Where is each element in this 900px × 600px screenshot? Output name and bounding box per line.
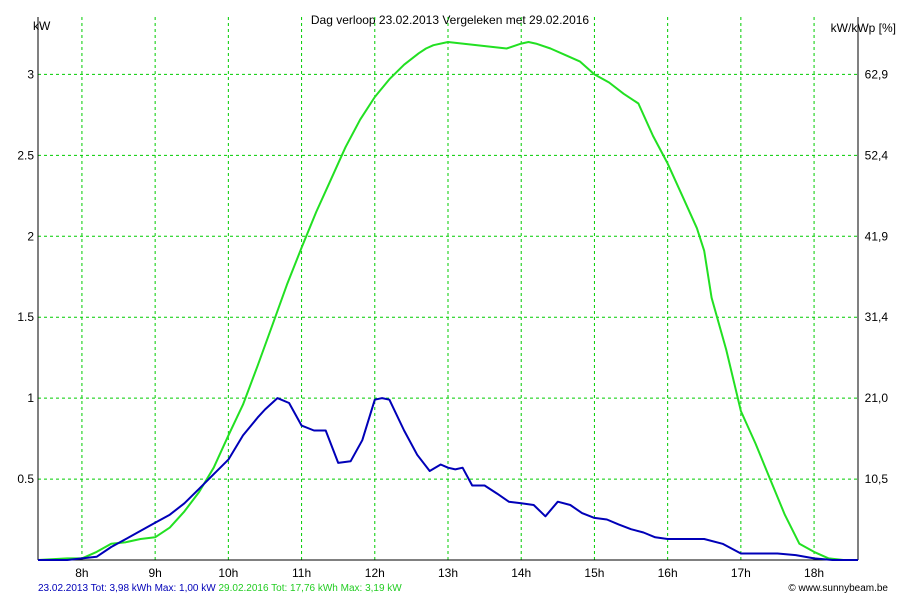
y-tick-label-left: 1	[27, 391, 34, 405]
series-line-23.02.2013	[38, 397, 858, 561]
series-line-29.02.2016	[37, 41, 858, 561]
y-tick-label-left: 3	[27, 67, 34, 81]
x-tick-label: 13h	[438, 566, 458, 580]
y-tick-label-right: 41,9	[865, 229, 889, 243]
legend-series-1-summary: Tot: 3,98 kWh Max: 1,00 kW	[88, 583, 219, 594]
legend-footer: 23.02.2013 Tot: 3,98 kWh Max: 1,00 kW 29…	[38, 583, 402, 594]
grid-lines	[38, 17, 858, 560]
x-tick-label: 14h	[511, 566, 531, 580]
axes	[37, 17, 859, 561]
series-lines	[37, 41, 858, 561]
y-tick-label-right: 10,5	[865, 472, 889, 486]
y-tick-label-left: 2	[27, 229, 34, 243]
y-tick-label-left: 2.5	[17, 148, 34, 162]
x-tick-label: 15h	[584, 566, 604, 580]
chart-title: Dag verloop 23.02.2013 Vergeleken met 29…	[311, 13, 590, 27]
y-tick-label-left: 1.5	[17, 310, 34, 324]
x-tick-label: 9h	[148, 566, 161, 580]
y-tick-label-right: 52,4	[865, 148, 889, 162]
x-tick-label: 17h	[731, 566, 751, 580]
y-tick-label-right: 21,0	[865, 391, 889, 405]
copyright-notice: © www.sunnybeam.be	[788, 583, 888, 594]
legend-series-2-summary: Tot: 17,76 kWh Max: 3,19 kW	[268, 583, 402, 594]
x-tick-label: 18h	[804, 566, 824, 580]
right-axis-unit-label: kW/kWp [%]	[831, 21, 896, 35]
x-tick-label: 11h	[292, 566, 311, 580]
legend-series-1-date: 23.02.2013	[38, 583, 89, 594]
x-tick-label: 16h	[658, 566, 678, 580]
left-axis-unit-label: kW	[33, 19, 51, 33]
x-tick-label: 10h	[218, 566, 238, 580]
tick-labels: 8h 9h 10h 11h 12h 13h 14h 15h 16h 17h 18h 0.5 10,5 1 2…	[17, 67, 888, 580]
x-tick-label: 8h	[75, 566, 88, 580]
y-tick-label-right: 62,9	[865, 67, 889, 81]
legend-series-2-date: 29.02.2016	[218, 583, 269, 594]
y-tick-label-left: 0.5	[17, 472, 34, 486]
y-tick-label-right: 31,4	[865, 310, 889, 324]
x-tick-label: 12h	[365, 566, 385, 580]
